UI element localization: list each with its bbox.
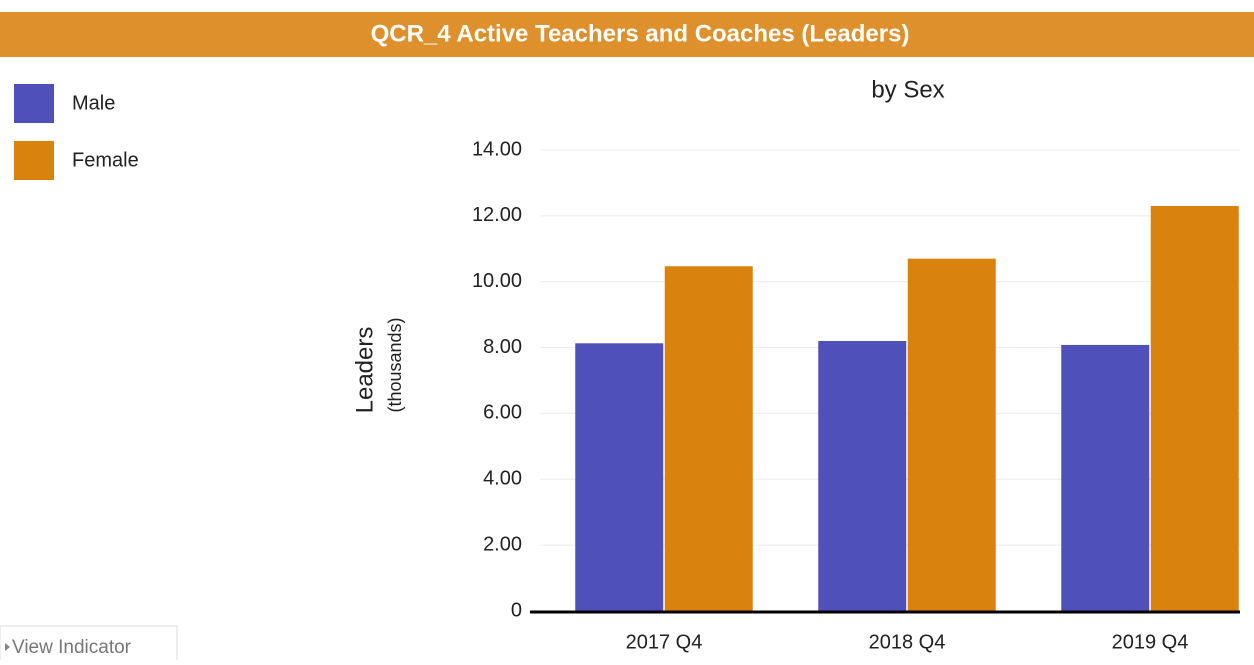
- bar: [907, 258, 996, 611]
- x-tick-label: 2017 Q4: [626, 631, 703, 653]
- bar: [664, 266, 753, 611]
- x-tick-label: 2019 Q4: [1112, 631, 1189, 653]
- y-tick-label: 4.00: [483, 468, 522, 490]
- y-axis-label: Leaders: [351, 327, 378, 414]
- y-tick-label: 14.00: [472, 138, 522, 160]
- bar: [1150, 205, 1239, 611]
- y-tick-label: 10.00: [472, 270, 522, 292]
- bar: [1061, 344, 1150, 611]
- bar: [818, 340, 907, 611]
- y-tick-label: 0: [511, 599, 522, 621]
- header-bar: [0, 12, 1254, 57]
- y-tick-label: 12.00: [472, 204, 522, 226]
- y-tick-label: 6.00: [483, 402, 522, 424]
- legend-label: Male: [72, 92, 115, 114]
- y-axis-sublabel: (thousands): [385, 317, 405, 412]
- legend-swatch: [14, 141, 54, 180]
- y-tick-label: 2.00: [483, 533, 522, 555]
- chart-subtitle: by Sex: [871, 76, 944, 103]
- bar: [575, 343, 664, 611]
- y-tick-label: 8.00: [483, 336, 522, 358]
- view-indicator-button[interactable]: [0, 625, 178, 665]
- legend-label: Female: [72, 149, 139, 171]
- chart-title: QCR_4 Active Teachers and Coaches (Leade…: [371, 20, 910, 47]
- button-label[interactable]: View Indicator: [12, 637, 132, 658]
- x-tick-label: 2018 Q4: [869, 631, 946, 653]
- button-arrow: [5, 643, 10, 651]
- legend-swatch: [14, 84, 54, 123]
